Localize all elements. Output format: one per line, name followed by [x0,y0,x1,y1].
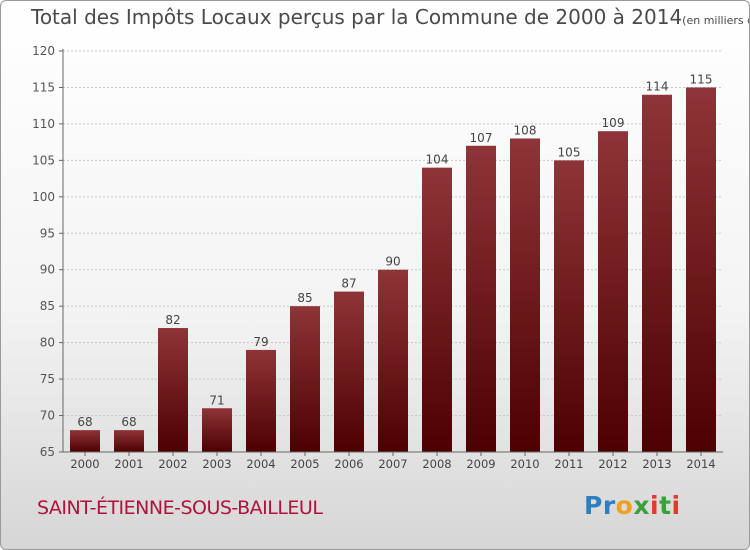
data-label-2010: 108 [514,123,537,137]
data-label-2011: 105 [558,145,581,159]
x-tick-label-2014: 2014 [686,457,715,471]
x-tick-label-2003: 2003 [202,457,231,471]
commune-name: SAINT-ÉTIENNE-SOUS-BAILLEUL [37,497,323,519]
x-tick-label-2013: 2013 [642,457,671,471]
bar-2002 [158,328,188,452]
data-label-2007: 90 [385,255,400,269]
data-label-2012: 109 [602,116,625,130]
bar-2012 [598,131,628,452]
bar-2005 [290,306,320,452]
x-tick-label-2012: 2012 [598,457,627,471]
y-tick-label: 115 [32,80,55,94]
y-tick-label: 120 [32,44,55,58]
y-tick-label: 110 [32,117,55,131]
data-label-2004: 79 [253,335,268,349]
chart-unit-note: (en milliers d'€) [682,14,749,27]
y-tick-label: 90 [40,263,55,277]
bar-2003 [202,408,232,452]
bar-2004 [246,349,276,452]
chart-title-text: Total des Impôts Locaux perçus par la Co… [31,5,683,29]
y-tick-label: 70 [40,409,55,423]
x-tick-label-2002: 2002 [158,457,187,471]
data-label-2005: 85 [297,291,312,305]
data-label-2003: 71 [209,393,224,407]
bar-2006 [334,291,364,452]
y-tick-label: 105 [32,153,55,167]
x-tick-label-2005: 2005 [290,457,319,471]
bar-2000 [70,430,100,452]
x-tick-label-2008: 2008 [422,457,451,471]
bar-2011 [554,160,584,452]
data-label-2013: 114 [646,80,669,94]
bar-2007 [378,269,408,452]
bar-2013 [642,94,672,452]
y-tick-label: 75 [40,372,55,386]
data-label-2006: 87 [341,277,356,291]
data-label-2014: 115 [690,72,713,86]
x-tick-label-2009: 2009 [466,457,495,471]
data-label-2009: 107 [470,131,493,145]
bar-2008 [422,167,452,452]
y-tick-label: 100 [32,190,55,204]
bar-2014 [686,87,716,453]
data-label-2008: 104 [426,153,449,167]
data-label-2002: 82 [165,313,180,327]
x-tick-label-2011: 2011 [554,457,583,471]
y-tick-label: 95 [40,226,55,240]
bar-2001 [114,430,144,452]
bar-chart: 68 68 82 71 79 85 87 90 104 107 108 105 109 114 115 65… [32,44,723,471]
data-label-2000: 68 [77,415,92,429]
x-tick-label-2007: 2007 [378,457,407,471]
x-tick-label-2010: 2010 [510,457,539,471]
x-tick-label-2001: 2001 [114,457,143,471]
proxiti-logo: Proxiti [584,491,681,520]
x-tick-label-2006: 2006 [334,457,363,471]
y-tick-label: 85 [40,299,55,313]
y-tick-label: 80 [40,336,55,350]
x-tick-label-2000: 2000 [70,457,99,471]
y-tick-label: 65 [40,445,55,459]
data-label-2001: 68 [121,415,136,429]
chart-title: Total des Impôts Locaux perçus par la Co… [31,5,749,29]
x-tick-label-2004: 2004 [246,457,275,471]
bar-2010 [510,138,540,452]
bar-2009 [466,145,496,453]
